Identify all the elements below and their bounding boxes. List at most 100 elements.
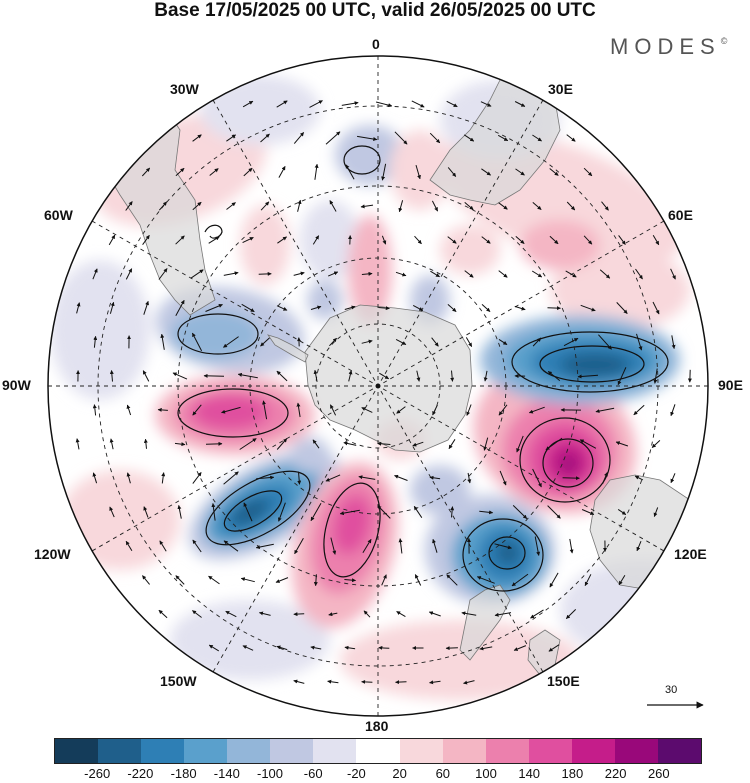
wind-vector	[464, 202, 474, 210]
wind-vector	[534, 536, 541, 556]
wind-vector	[328, 612, 338, 617]
wind-vector	[211, 503, 216, 521]
wind-vector	[125, 540, 133, 552]
wind-vector	[483, 437, 489, 451]
wind-vector	[293, 612, 305, 617]
wind-vector	[143, 438, 148, 449]
wind-vector	[429, 132, 441, 144]
wind-vector	[177, 505, 182, 519]
colorbar-segment	[98, 739, 142, 763]
colorbar-segment	[442, 739, 486, 763]
colorbar-segment	[141, 739, 185, 763]
colorbar-segment	[227, 739, 271, 763]
wind-vector	[547, 371, 561, 381]
wind-vector	[192, 201, 202, 211]
wind-vector	[239, 438, 257, 450]
wind-vector	[242, 236, 254, 244]
wind-vector	[450, 370, 455, 382]
wind-vector	[192, 610, 202, 618]
wind-vector	[358, 475, 376, 480]
wind-vector	[584, 574, 592, 587]
wind-vector	[345, 164, 355, 180]
colorbar	[54, 738, 702, 764]
wind-vector	[547, 505, 561, 519]
wind-vector	[93, 335, 98, 348]
wind-vector	[310, 503, 322, 522]
wind-vector	[143, 506, 149, 518]
wind-vector	[241, 303, 255, 313]
wind-vector	[481, 168, 491, 176]
wind-vector	[260, 133, 270, 143]
wind-vector	[671, 335, 676, 349]
wind-vector	[378, 645, 390, 650]
wind-vector	[528, 406, 545, 414]
wind-vector	[175, 575, 185, 585]
wind-vector	[141, 167, 151, 177]
wind-vector	[381, 235, 387, 245]
wind-vector	[580, 304, 596, 312]
wind-vector	[260, 201, 270, 211]
wind-vector	[514, 305, 526, 311]
wind-vector	[430, 270, 440, 278]
lon-label-30e: 30E	[548, 81, 573, 97]
wind-vector	[360, 204, 374, 209]
wind-vector	[142, 575, 150, 585]
wind-vector	[312, 439, 320, 449]
wind-vector	[159, 540, 167, 552]
wind-vector	[494, 612, 512, 617]
wind-vector	[481, 304, 491, 312]
colorbar-tick-label: -260	[84, 766, 111, 781]
wind-vector	[595, 407, 615, 414]
wind-vector	[293, 271, 305, 276]
wind-vector	[160, 333, 165, 350]
wind-vector	[670, 404, 676, 417]
wind-vector	[256, 475, 275, 480]
wind-vector	[653, 507, 659, 517]
wind-vector	[161, 472, 166, 484]
colorbar-tick-label: 140	[518, 766, 541, 781]
wind-vector	[361, 407, 373, 413]
wind-vector	[361, 271, 373, 276]
wind-vector	[109, 301, 115, 314]
wind-vector	[616, 302, 628, 314]
wind-vector	[599, 269, 611, 279]
wind-vector	[158, 268, 168, 280]
wind-vector	[467, 472, 472, 484]
wind-vector	[276, 100, 288, 108]
wind-vector	[377, 441, 391, 446]
wind-vector	[548, 644, 560, 652]
wind-vector	[598, 334, 612, 350]
wind-vector	[240, 577, 255, 583]
wind-vector	[635, 268, 643, 280]
wind-vector	[192, 539, 202, 553]
wind-vector	[325, 474, 341, 482]
wind-vector	[278, 166, 286, 178]
colorbar-tick-label: -20	[346, 766, 366, 781]
wind-vector	[431, 200, 439, 212]
wind-vector	[634, 475, 644, 481]
wind-vector	[221, 406, 241, 414]
reference-vector-value: 30	[665, 684, 678, 696]
wind-vector	[447, 167, 457, 177]
wind-vector	[293, 679, 305, 684]
wind-vector	[242, 645, 254, 651]
colorbar-segment	[399, 739, 443, 763]
wind-vector	[498, 338, 508, 346]
wind-vector	[175, 299, 185, 316]
wind-vector	[565, 609, 577, 619]
wind-vector	[243, 502, 253, 522]
colorbar-segment	[614, 739, 658, 763]
wind-vector	[429, 680, 441, 685]
wind-vector	[394, 131, 408, 145]
wind-vector	[670, 268, 676, 280]
wind-vector	[532, 468, 542, 488]
wind-vector	[75, 438, 80, 450]
wind-vector	[618, 574, 626, 586]
colorbar-segment	[270, 739, 314, 763]
wind-vector	[205, 441, 223, 446]
wind-vector	[414, 235, 422, 245]
wind-vector	[361, 339, 373, 344]
lon-label-90w: 90W	[2, 377, 31, 393]
wind-vector	[480, 101, 492, 107]
